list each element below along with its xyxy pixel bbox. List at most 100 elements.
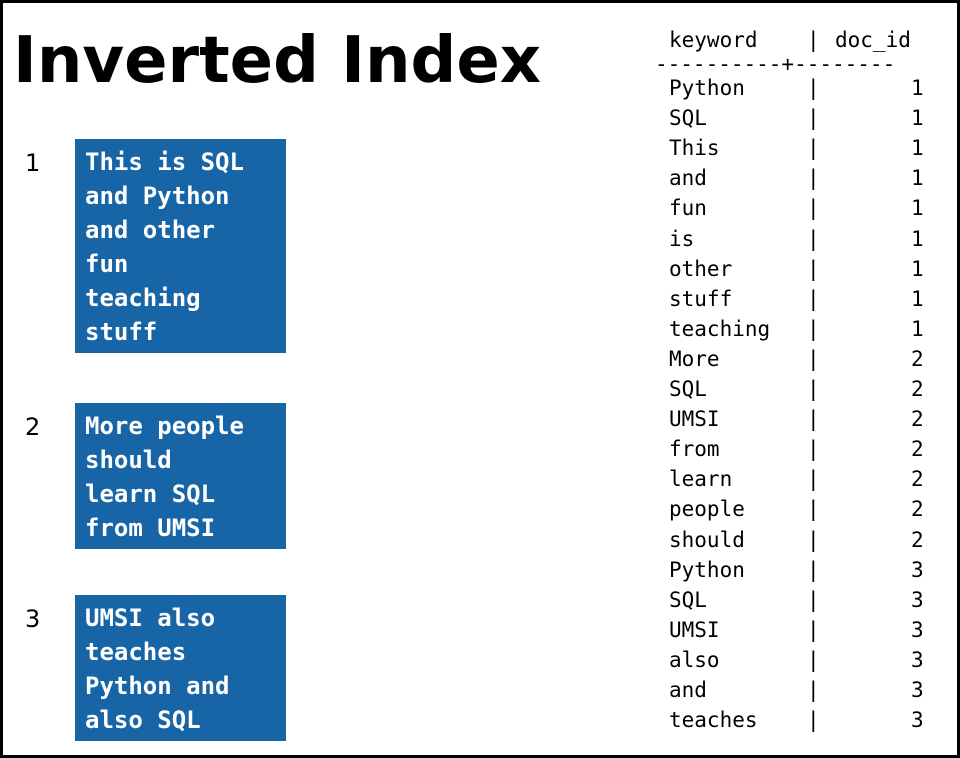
header-keyword: keyword: [669, 28, 758, 52]
keyword-cell: teaching: [669, 316, 771, 341]
document-line: teaching: [85, 284, 201, 312]
document-line: More people: [85, 412, 244, 440]
keyword-cell: UMSI: [669, 407, 720, 432]
document-line: UMSI also: [85, 604, 216, 632]
column-divider: |: [807, 136, 820, 161]
document-line: This is SQL: [85, 148, 244, 176]
doc-id-cell: 1: [911, 286, 924, 311]
doc-id-cell: 3: [911, 617, 924, 642]
doc-number-1: 1: [25, 149, 41, 177]
header-separator: ----------+--------: [655, 52, 896, 77]
column-divider: |: [807, 587, 820, 612]
document-line: fun: [85, 250, 129, 278]
column-divider: |: [807, 708, 820, 733]
table-row: This | 1: [655, 133, 924, 163]
table-row: other | 1: [655, 254, 924, 284]
document-box-3: UMSI also teaches Python and also SQL: [75, 595, 286, 741]
keyword-cell: Python: [669, 557, 745, 582]
doc-id-cell: 1: [911, 316, 924, 341]
document-line: learn SQL: [85, 480, 216, 508]
column-divider: |: [807, 256, 820, 281]
doc-id-cell: 3: [911, 708, 924, 733]
table-row: and | 1: [655, 163, 924, 193]
doc-id-cell: 3: [911, 677, 924, 702]
keyword-cell: This: [669, 136, 720, 161]
keyword-cell: people: [669, 497, 745, 522]
document-line: teaches: [85, 638, 187, 666]
table-row: UMSI | 3: [655, 615, 924, 645]
doc-id-cell: 1: [911, 226, 924, 251]
table-row: teaching | 1: [655, 314, 924, 344]
keyword-cell: UMSI: [669, 617, 720, 642]
column-divider: |: [807, 28, 820, 52]
doc-id-cell: 2: [911, 497, 924, 522]
slide-title: Inverted Index: [13, 24, 542, 98]
keyword-cell: Python: [669, 76, 745, 101]
doc-number-2: 2: [25, 413, 41, 441]
keyword-cell: learn: [669, 467, 733, 492]
column-divider: |: [807, 407, 820, 432]
table-row: and | 3: [655, 675, 924, 705]
keyword-cell: also: [669, 647, 720, 672]
doc-id-cell: 1: [911, 76, 924, 101]
document-box-1: This is SQL and Python and other fun tea…: [75, 139, 286, 353]
document-line: and Python: [85, 182, 230, 210]
keyword-cell: SQL: [669, 106, 707, 131]
doc-id-cell: 3: [911, 647, 924, 672]
document-line: also SQL: [85, 706, 201, 734]
inverted-index-table: keyword | doc_id ----------+-------- Pyt…: [655, 25, 924, 735]
keyword-cell: should: [669, 527, 745, 552]
doc-id-cell: 3: [911, 557, 924, 582]
keyword-cell: fun: [669, 196, 707, 221]
keyword-cell: More: [669, 346, 720, 371]
column-divider: |: [807, 647, 820, 672]
table-row: SQL | 1: [655, 103, 924, 133]
column-divider: |: [807, 346, 820, 371]
column-divider: |: [807, 557, 820, 582]
keyword-cell: from: [669, 437, 720, 462]
column-divider: |: [807, 377, 820, 402]
document-line: stuff: [85, 318, 158, 346]
table-row: Python | 3: [655, 555, 924, 585]
doc-id-cell: 2: [911, 527, 924, 552]
column-divider: |: [807, 316, 820, 341]
table-row: is | 1: [655, 224, 924, 254]
doc-id-cell: 2: [911, 437, 924, 462]
keyword-cell: SQL: [669, 587, 707, 612]
column-divider: |: [807, 677, 820, 702]
table-row: More | 2: [655, 344, 924, 374]
doc-id-cell: 1: [911, 166, 924, 191]
table-row: people | 2: [655, 494, 924, 524]
doc-id-cell: 1: [911, 196, 924, 221]
column-divider: |: [807, 226, 820, 251]
keyword-cell: is: [669, 226, 695, 251]
column-divider: |: [807, 497, 820, 522]
document-box-2: More people should learn SQL from UMSI: [75, 403, 286, 549]
column-divider: |: [807, 76, 820, 101]
table-row: stuff | 1: [655, 284, 924, 314]
document-line: Python and: [85, 672, 230, 700]
header-doc-id: doc_id: [835, 28, 911, 52]
document-line: and other: [85, 216, 216, 244]
doc-id-cell: 2: [911, 346, 924, 371]
column-divider: |: [807, 437, 820, 462]
table-header: keyword | doc_id: [655, 25, 911, 55]
table-row: learn | 2: [655, 464, 924, 494]
doc-id-cell: 2: [911, 377, 924, 402]
keyword-cell: SQL: [669, 377, 707, 402]
column-divider: |: [807, 106, 820, 131]
keyword-cell: and: [669, 166, 707, 191]
column-divider: |: [807, 527, 820, 552]
table-row: SQL | 2: [655, 374, 924, 404]
column-divider: |: [807, 196, 820, 221]
keyword-cell: stuff: [669, 286, 733, 311]
column-divider: |: [807, 467, 820, 492]
doc-id-cell: 2: [911, 467, 924, 492]
doc-id-cell: 1: [911, 106, 924, 131]
doc-id-cell: 2: [911, 407, 924, 432]
document-line: from UMSI: [85, 514, 216, 542]
table-row: SQL | 3: [655, 585, 924, 615]
table-row: Python | 1: [655, 73, 924, 103]
doc-id-cell: 1: [911, 256, 924, 281]
